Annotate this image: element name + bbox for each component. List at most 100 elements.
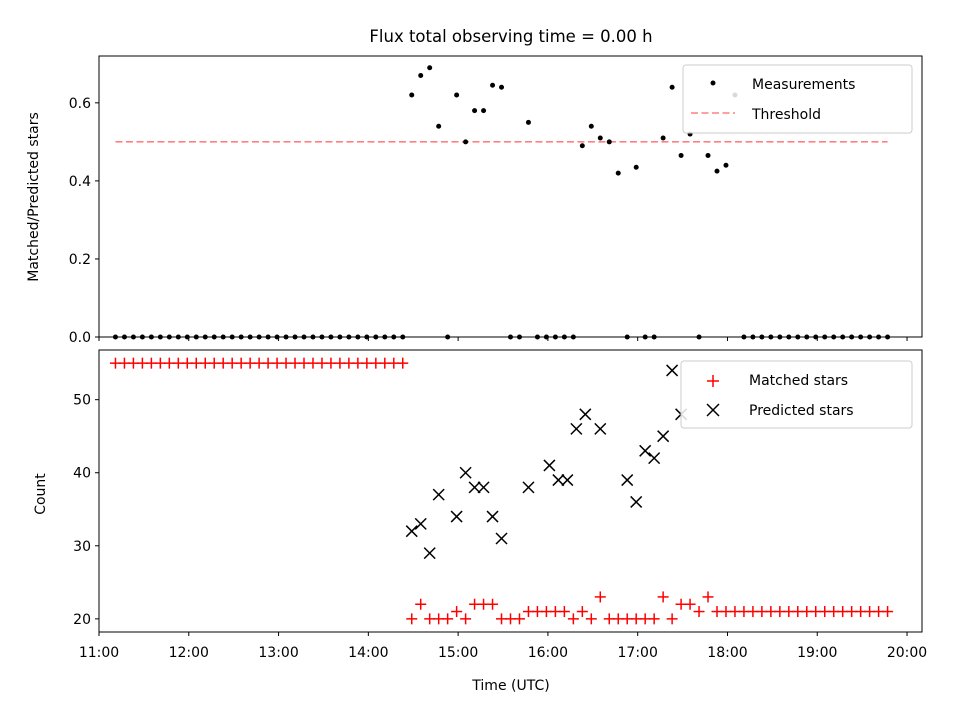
top-axes-frame [98, 55, 923, 338]
measurement-point [633, 164, 639, 170]
measurement-point [579, 143, 585, 149]
predicted-star-point [639, 444, 652, 457]
measurement-point [597, 135, 603, 141]
matched-star-point [397, 357, 409, 369]
measurement-point [669, 84, 675, 90]
predicted-star-point [570, 422, 583, 435]
predicted-star-point [561, 474, 574, 487]
matched-star-point [576, 606, 588, 618]
bottom-y-tick-label: 20 [73, 612, 91, 628]
matched-star-point [513, 613, 525, 625]
predicted-star-point [432, 488, 445, 501]
predicted-star-point [459, 466, 472, 479]
matched-star-point [451, 606, 463, 618]
predicted-star-point [621, 474, 634, 487]
x-tick-label: 12:00 [169, 645, 209, 661]
top-y-tick-label: 0.4 [69, 174, 91, 190]
top-legend: Measurements Threshold [682, 64, 913, 134]
x-tick-label: 15:00 [438, 645, 478, 661]
bottom-legend-box [680, 360, 913, 429]
matched-star-point [585, 613, 597, 625]
matched-star-point [684, 598, 696, 610]
matched-star-point [693, 606, 705, 618]
x-tick-label: 16:00 [528, 645, 568, 661]
predicted-star-point [486, 510, 499, 523]
predicted-star-point [666, 364, 679, 377]
measurement-point [606, 139, 612, 145]
measurement-point [418, 73, 424, 79]
measurement-point [525, 119, 531, 125]
predicted-star-point [579, 408, 592, 421]
matched-star-point [657, 591, 669, 603]
matched-star-point [487, 598, 499, 610]
top-y-tick-label: 0.6 [69, 96, 91, 112]
predicted-star-point [495, 532, 508, 545]
measurement-point [463, 139, 469, 145]
bottom-y-axis-label: Count [33, 473, 49, 515]
matched-star-point [558, 606, 570, 618]
measurement-point [436, 123, 442, 129]
predicted-star-point [648, 452, 661, 465]
measurement-point [454, 92, 460, 98]
bottom-ticks: 20 30 40 50 11:00 12:00 13:00 14:00 15:00 16:00 17… [73, 393, 927, 661]
x-tick-label: 13:00 [258, 645, 298, 661]
measurement-point [481, 108, 487, 114]
measurement-point [615, 170, 621, 176]
measurement-point [588, 123, 594, 129]
top-y-tick-label: 0.2 [69, 252, 91, 268]
predicted-star-point [657, 430, 670, 443]
x-tick-label: 11:00 [79, 645, 119, 661]
predicted-star-point [522, 481, 535, 494]
legend-matched-marker [707, 375, 719, 387]
x-tick-label: 18:00 [707, 645, 747, 661]
predicted-star-point [423, 547, 436, 560]
measurement-point [714, 168, 720, 174]
predicted-star-point [414, 517, 427, 530]
measurement-point [409, 92, 415, 98]
x-tick-label: 17:00 [618, 645, 658, 661]
matched-star-point [442, 613, 454, 625]
predicted-star-point [594, 422, 607, 435]
bottom-panel: 20 30 40 50 11:00 12:00 13:00 14:00 15:00 16:00 17… [33, 349, 927, 694]
matched-star-point [702, 591, 714, 603]
figure-title: Flux total observing time = 0.00 h [369, 27, 652, 46]
legend-measurements-marker [710, 80, 716, 86]
bottom-y-tick-label: 30 [73, 539, 91, 555]
x-tick-label: 14:00 [348, 645, 388, 661]
x-tick-label: 19:00 [797, 645, 837, 661]
matched-star-point [460, 613, 472, 625]
measurement-point [472, 108, 478, 114]
predicted-star-point [630, 495, 643, 508]
legend-threshold-label: Threshold [751, 107, 821, 123]
predicted-star-point [543, 459, 556, 472]
matched-star-point [415, 598, 427, 610]
x-tick-label: 20:00 [887, 645, 927, 661]
measurement-point [660, 135, 666, 141]
bottom-y-tick-label: 50 [73, 393, 91, 409]
predicted-star-point [552, 474, 565, 487]
predicted-star-point [477, 481, 490, 494]
predicted-star-point [450, 510, 463, 523]
legend-matched-label: Matched stars [749, 373, 848, 389]
bottom-marks [109, 357, 894, 625]
legend-measurements-label: Measurements [752, 77, 855, 93]
matched-star-point [648, 613, 660, 625]
matched-star-point [567, 613, 579, 625]
measurement-point [723, 162, 729, 168]
legend-predicted-label: Predicted stars [749, 403, 854, 419]
matched-star-point [666, 613, 678, 625]
bottom-legend: Matched stars Predicted stars [680, 360, 913, 429]
legend-predicted-marker [706, 403, 720, 417]
matched-star-point [406, 613, 418, 625]
measurement-point [490, 82, 496, 88]
measurement-point [499, 84, 505, 90]
matched-star-point [882, 606, 894, 618]
bottom-y-tick-label: 40 [73, 466, 91, 482]
top-ticks: 0.0 0.2 0.4 0.6 [69, 96, 908, 346]
matched-star-point [594, 591, 606, 603]
measurement-point [705, 153, 711, 159]
top-y-tick-label: 0.0 [69, 330, 91, 346]
x-axis-label: Time (UTC) [471, 678, 549, 694]
bottom-axes-frame [98, 349, 923, 633]
